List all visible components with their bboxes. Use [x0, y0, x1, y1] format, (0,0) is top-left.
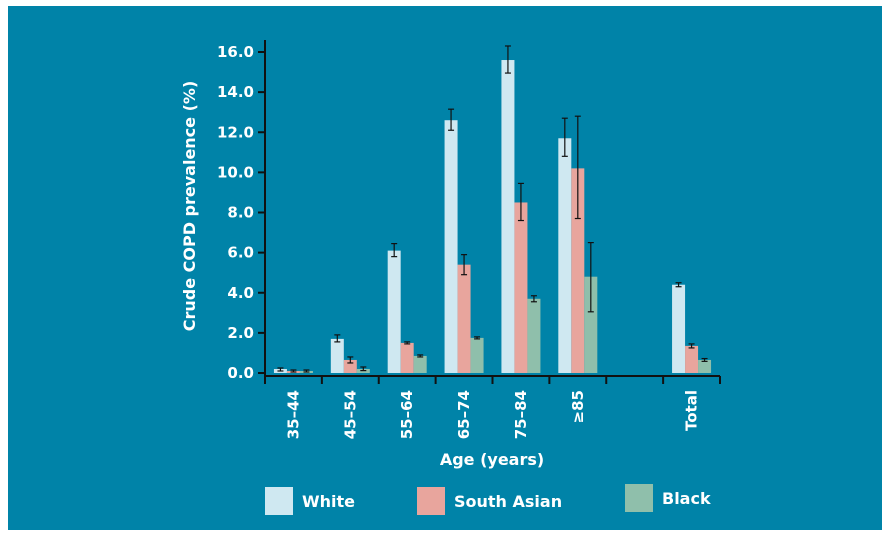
y-tick-label: 12.0 — [217, 123, 254, 141]
legend-swatch-south-asian — [417, 487, 445, 515]
bar — [457, 264, 471, 373]
x-axis-title: Age (years) — [440, 450, 544, 469]
x-tick-label: Total — [683, 390, 701, 431]
bar — [527, 298, 541, 373]
bar — [343, 359, 357, 373]
x-tick-label: 35–44 — [284, 390, 302, 439]
legend: White South Asian Black — [265, 484, 711, 515]
bar — [571, 168, 585, 373]
bar — [413, 355, 427, 373]
bar — [685, 345, 699, 373]
x-tick-label: 45–54 — [341, 390, 359, 439]
bar — [558, 138, 572, 373]
legend-label-black: Black — [662, 489, 711, 508]
y-tick-label: 10.0 — [217, 163, 254, 181]
legend-label-white: White — [302, 492, 355, 511]
y-axis: 0.0 2.0 4.0 6.0 8.0 10.0 12.0 14.0 16.0 — [217, 43, 265, 382]
y-tick-label: 4.0 — [227, 284, 254, 302]
bar — [444, 120, 458, 374]
bar — [514, 202, 528, 373]
y-axis-title: Crude COPD prevalence (%) — [180, 81, 199, 332]
error-bars-group — [277, 45, 708, 373]
x-tick-label: ≥85 — [569, 390, 587, 423]
bar — [400, 342, 414, 373]
y-tick-label: 0.0 — [227, 364, 254, 382]
x-tick-label: 75–84 — [512, 390, 530, 439]
bar — [330, 338, 344, 373]
y-tick-label: 16.0 — [217, 43, 254, 61]
y-tick-label: 2.0 — [227, 324, 254, 342]
x-tick-label: 65–74 — [455, 390, 473, 439]
bar — [387, 250, 401, 373]
legend-swatch-black — [625, 484, 653, 512]
y-tick-label: 8.0 — [227, 204, 254, 222]
y-tick-label: 14.0 — [217, 83, 254, 101]
legend-label-south-asian: South Asian — [454, 492, 562, 511]
bar — [501, 60, 515, 374]
y-tick-label: 6.0 — [227, 244, 254, 262]
bar — [584, 276, 598, 373]
bar — [672, 284, 686, 373]
x-axis: 35–44 45–54 55–64 65–74 75–84 ≥85 Total — [264, 376, 721, 439]
bars-group — [273, 60, 712, 374]
bar — [470, 337, 484, 373]
x-tick-label: 55–64 — [398, 390, 416, 439]
legend-swatch-white — [265, 487, 293, 515]
bar — [698, 359, 712, 373]
